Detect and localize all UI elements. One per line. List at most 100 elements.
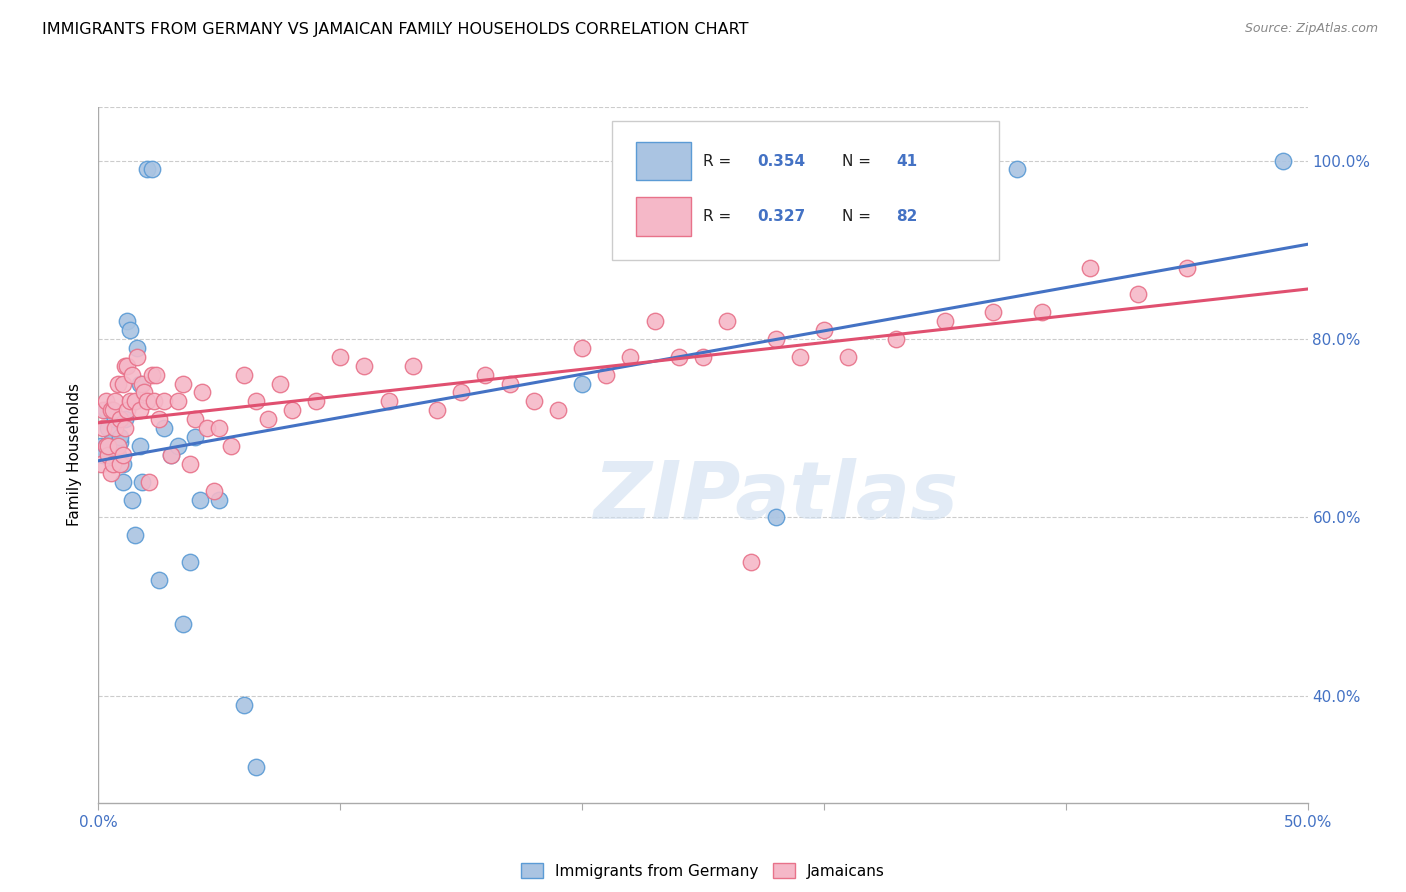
Point (101, 403, 124, 417)
Point (100, 403, 122, 417)
Point (128, 376, 150, 391)
Point (97, 448, 120, 462)
Point (101, 439, 124, 453)
Point (148, 573, 170, 587)
Point (195, 421, 218, 435)
Point (245, 394, 267, 409)
Point (114, 412, 136, 426)
Point (121, 368, 143, 382)
Point (91, 421, 114, 435)
Point (111, 457, 134, 471)
Point (353, 359, 375, 373)
Point (114, 359, 136, 373)
Point (117, 314, 139, 328)
Point (111, 475, 134, 489)
Point (121, 492, 143, 507)
Point (547, 403, 569, 417)
Point (172, 617, 194, 632)
Point (111, 376, 134, 391)
Point (1007, 162, 1029, 177)
Point (160, 448, 183, 462)
Point (208, 421, 231, 435)
Point (716, 314, 738, 328)
Point (145, 368, 167, 382)
Point (184, 412, 207, 426)
Point (813, 323, 835, 337)
Point (97, 439, 120, 453)
Point (108, 434, 131, 449)
Point (114, 421, 136, 435)
Point (837, 350, 859, 364)
Point (104, 439, 127, 453)
Point (167, 394, 190, 409)
FancyBboxPatch shape (637, 142, 690, 180)
Point (104, 394, 127, 409)
Point (97, 439, 120, 453)
Point (152, 421, 174, 435)
Point (232, 698, 254, 712)
Point (644, 314, 666, 328)
Point (1128, 287, 1150, 301)
Point (90, 457, 112, 471)
Point (221, 439, 243, 453)
Point (1031, 305, 1053, 319)
Text: N =: N = (842, 153, 876, 169)
Point (124, 528, 146, 542)
Text: IMMIGRANTS FROM GERMANY VS JAMAICAN FAMILY HOUSEHOLDS CORRELATION CHART: IMMIGRANTS FROM GERMANY VS JAMAICAN FAMI… (42, 22, 748, 37)
Point (172, 376, 194, 391)
Point (97, 421, 120, 435)
Point (281, 403, 304, 417)
Point (498, 376, 520, 391)
Point (118, 394, 141, 409)
Point (94, 439, 117, 453)
Point (305, 394, 328, 409)
Point (1175, 260, 1198, 275)
Point (108, 457, 131, 471)
Point (135, 394, 157, 409)
Point (740, 555, 762, 569)
Text: ZIPatlas: ZIPatlas (593, 458, 957, 536)
FancyBboxPatch shape (637, 197, 690, 235)
Point (886, 332, 908, 346)
Point (232, 368, 254, 382)
Point (692, 350, 714, 364)
Point (167, 439, 190, 453)
Legend: Immigrants from Germany, Jamaicans: Immigrants from Germany, Jamaicans (522, 863, 884, 879)
Point (107, 376, 129, 391)
Point (1078, 260, 1101, 275)
Point (160, 448, 183, 462)
Text: 82: 82 (897, 210, 918, 225)
Point (124, 394, 146, 409)
Point (245, 760, 267, 774)
Point (107, 439, 129, 453)
Point (402, 359, 425, 373)
Point (127, 341, 149, 355)
Point (668, 350, 690, 364)
Point (135, 162, 157, 177)
Point (450, 385, 472, 400)
Point (94, 403, 117, 417)
Point (329, 350, 352, 364)
Point (117, 359, 139, 373)
Point (571, 376, 593, 391)
Point (94, 439, 117, 453)
Point (765, 332, 787, 346)
Point (184, 430, 207, 444)
Point (107, 448, 129, 462)
Point (179, 555, 201, 569)
Point (90, 439, 112, 453)
Point (208, 492, 231, 507)
Point (118, 323, 141, 337)
Point (101, 457, 124, 471)
Point (981, 305, 1004, 319)
Point (426, 403, 449, 417)
Point (131, 475, 153, 489)
Point (127, 350, 149, 364)
Point (571, 341, 593, 355)
Point (619, 350, 641, 364)
Point (1272, 153, 1295, 168)
Point (104, 412, 127, 426)
Text: 0.327: 0.327 (758, 210, 806, 225)
Point (595, 368, 617, 382)
Point (141, 368, 163, 382)
